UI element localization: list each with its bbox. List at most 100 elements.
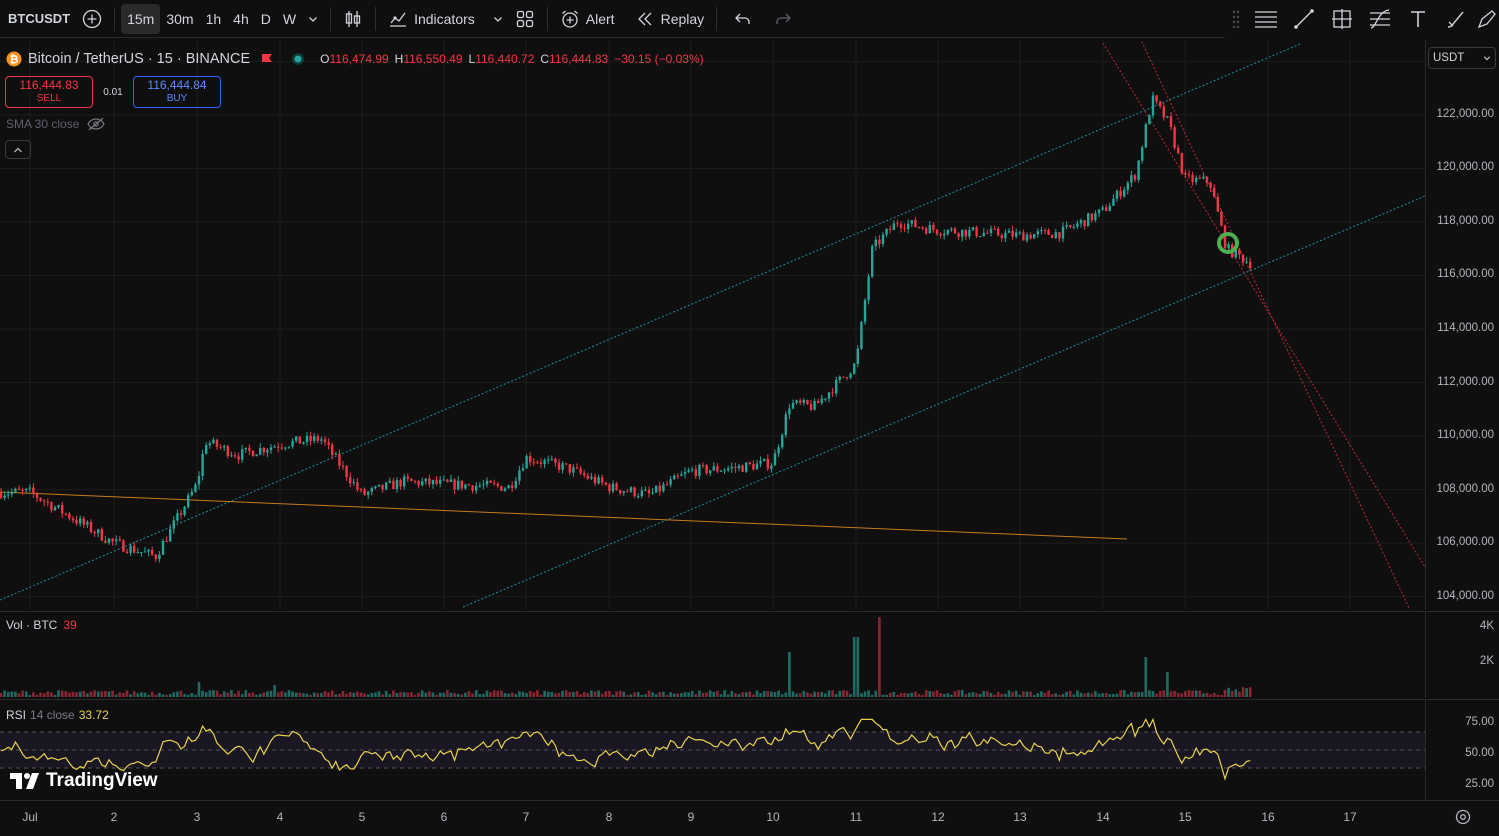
redo-button[interactable]: [767, 0, 799, 38]
time-axis[interactable]: Jul 2 3 4 5 6 7 8 9 10 11 12 13 14 15 16 17: [0, 800, 1499, 836]
chart-type-button[interactable]: [337, 0, 369, 38]
volume-bar: [798, 693, 802, 697]
volume-bar: [914, 691, 917, 697]
interval-1h[interactable]: 1h: [200, 4, 228, 34]
sma-indicator-legend[interactable]: SMA 30 close: [6, 117, 106, 131]
gann-tool-button[interactable]: [1323, 0, 1361, 38]
templates-button[interactable]: [509, 0, 541, 38]
volume-bar: [165, 694, 168, 697]
trendline-tool-button[interactable]: [1285, 0, 1323, 38]
volume-bar: [762, 691, 766, 697]
candle: [3, 491, 6, 501]
main-chart-pane[interactable]: [0, 40, 1425, 610]
svg-text:₿: ₿: [10, 53, 19, 66]
flag-icon[interactable]: [260, 52, 274, 66]
highlight-circle[interactable]: [1217, 232, 1239, 254]
fib-tool-button[interactable]: [1361, 0, 1399, 38]
candle: [50, 501, 53, 513]
volume-bar: [312, 692, 316, 697]
candle: [75, 515, 78, 526]
volume-bar: [179, 690, 183, 697]
candle: [1011, 226, 1014, 240]
interval-dropdown-button[interactable]: [302, 0, 324, 38]
interval-w[interactable]: W: [277, 4, 302, 34]
indicators-button[interactable]: Indicators: [382, 0, 481, 38]
bitcoin-icon: ₿: [6, 51, 22, 67]
eye-hidden-icon[interactable]: [87, 117, 106, 131]
candle: [496, 481, 499, 489]
series-title[interactable]: Bitcoin / TetherUS · 15 · BINANCE: [28, 51, 251, 67]
buy-button[interactable]: 116,444.84 BUY: [133, 76, 221, 108]
downchannel-lower-line[interactable]: [1140, 40, 1411, 610]
volume-bar: [597, 690, 600, 697]
candle: [521, 463, 525, 472]
downchannel-upper-line[interactable]: [1102, 42, 1425, 568]
sell-button[interactable]: 116,444.83 SELL: [5, 76, 93, 108]
indicators-dropdown-button[interactable]: [487, 0, 509, 38]
interval-15m[interactable]: 15m: [121, 3, 161, 34]
channel-lower-line[interactable]: [462, 195, 1425, 608]
candle: [874, 236, 877, 251]
gear-icon[interactable]: [1454, 808, 1472, 826]
price-tick: 120,000.00: [1436, 161, 1494, 174]
volume-bar: [683, 692, 687, 697]
text-tool-button[interactable]: [1399, 0, 1437, 38]
candle: [118, 535, 121, 542]
compare-button[interactable]: [76, 0, 108, 38]
candle: [885, 227, 888, 238]
brush-tool-button[interactable]: [1437, 0, 1475, 38]
rsi-pane[interactable]: [0, 699, 1425, 799]
candle: [161, 538, 165, 555]
candle: [986, 229, 989, 234]
volume-bar: [622, 691, 626, 697]
tradingview-logo[interactable]: TradingView: [10, 770, 158, 792]
volume-bar: [536, 690, 539, 697]
candle: [1151, 91, 1155, 119]
volume-bar: [17, 693, 21, 697]
candle: [759, 456, 762, 468]
interval-4h[interactable]: 4h: [227, 4, 255, 34]
volume-pane[interactable]: [0, 611, 1425, 698]
volume-bar: [521, 691, 525, 697]
volume-bar: [669, 692, 672, 697]
volume-bar: [485, 690, 489, 697]
volume-bar: [1151, 691, 1155, 697]
channel-upper-line[interactable]: [0, 43, 1301, 601]
candle: [568, 464, 571, 476]
candle: [1004, 229, 1007, 243]
lines-tool-button[interactable]: [1247, 0, 1285, 38]
candle: [1047, 228, 1050, 236]
symbol-search-button[interactable]: BTCUSDT: [0, 0, 76, 38]
candle: [622, 490, 625, 497]
candle: [914, 216, 917, 228]
candle: [507, 484, 510, 489]
volume-bar: [161, 694, 165, 697]
volume-bar: [53, 694, 57, 697]
volume-bar: [356, 691, 359, 697]
candle: [795, 399, 798, 405]
volume-bar: [402, 692, 406, 697]
volume-bar: [939, 693, 942, 697]
volume-bar: [39, 692, 42, 697]
collapse-legend-button[interactable]: [5, 140, 31, 159]
currency-select[interactable]: USDT: [1428, 47, 1496, 69]
volume-bar: [528, 691, 532, 697]
candle: [413, 479, 417, 484]
undo-button[interactable]: [727, 0, 759, 38]
candle: [712, 462, 715, 471]
volume-bar: [309, 694, 312, 697]
interval-30m[interactable]: 30m: [160, 4, 199, 34]
price-axis[interactable]: 124,000.00122,000.00120,000.00118,000.00…: [1425, 40, 1499, 610]
candle: [550, 455, 553, 461]
shapes-tool-button[interactable]: [1475, 0, 1499, 38]
volume-bar: [586, 693, 590, 697]
drag-handle[interactable]: [1225, 0, 1247, 38]
alert-button[interactable]: Alert: [554, 0, 621, 38]
rewind-icon: [637, 12, 652, 25]
volume-bar: [93, 690, 96, 697]
volume-bar: [269, 690, 273, 697]
candle: [964, 229, 967, 240]
candle: [359, 487, 363, 493]
interval-d[interactable]: D: [255, 4, 277, 34]
replay-button[interactable]: Replay: [629, 0, 711, 38]
